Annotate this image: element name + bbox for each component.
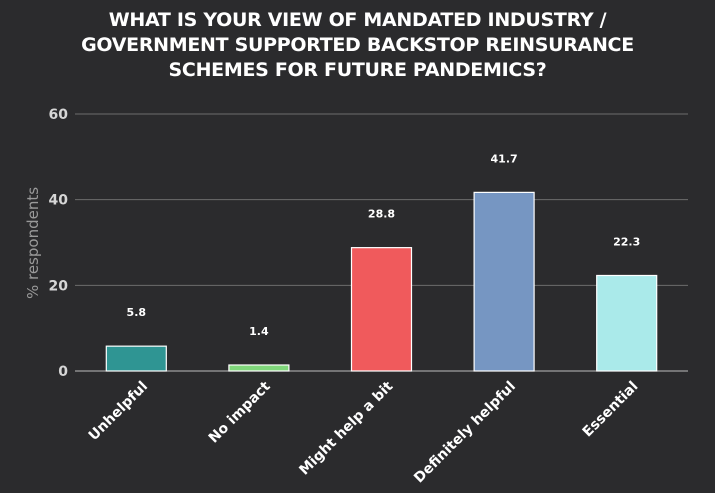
bar [350, 247, 413, 372]
x-tick-label: Definitely helpful [411, 379, 519, 487]
y-tick-label: 0 [58, 364, 68, 380]
y-tick-label: 60 [49, 107, 69, 123]
bar [596, 274, 658, 372]
bar [473, 191, 535, 372]
value-labels: 5.8 1.4 28.8 41.7 22.3 [127, 152, 641, 338]
y-axis-ticks: 0 20 40 60 [49, 107, 69, 380]
bar-value-label: 5.8 [127, 306, 147, 319]
y-tick-label: 20 [49, 278, 69, 294]
chart-title-line-1: WHAT IS YOUR VIEW OF MANDATED INDUSTRY / [108, 9, 607, 31]
bar-value-label: 41.7 [491, 152, 518, 165]
bar-value-label: 22.3 [613, 235, 640, 248]
x-tick-label: No impact [206, 378, 274, 446]
chart-title-line-2: GOVERNMENT SUPPORTED BACKSTOP REINSURANC… [81, 34, 634, 56]
bar-value-label: 28.8 [368, 208, 395, 221]
bar [228, 364, 290, 372]
chart-title-line-3: SCHEMES FOR FUTURE PANDEMICS? [168, 59, 547, 81]
bar [105, 345, 167, 372]
chart-title: WHAT IS YOUR VIEW OF MANDATED INDUSTRY /… [0, 8, 715, 83]
y-tick-label: 40 [49, 193, 69, 209]
bars [105, 191, 658, 372]
bar-value-label: 1.4 [249, 325, 269, 338]
y-axis-label: % respondents [24, 187, 42, 299]
x-tick-label: Might help a bit [296, 378, 396, 478]
x-tick-label: Essential [580, 379, 642, 441]
x-tick-label: Unhelpful [86, 379, 151, 444]
x-axis-ticks: Unhelpful No impact Might help a bit Defini… [86, 378, 642, 486]
